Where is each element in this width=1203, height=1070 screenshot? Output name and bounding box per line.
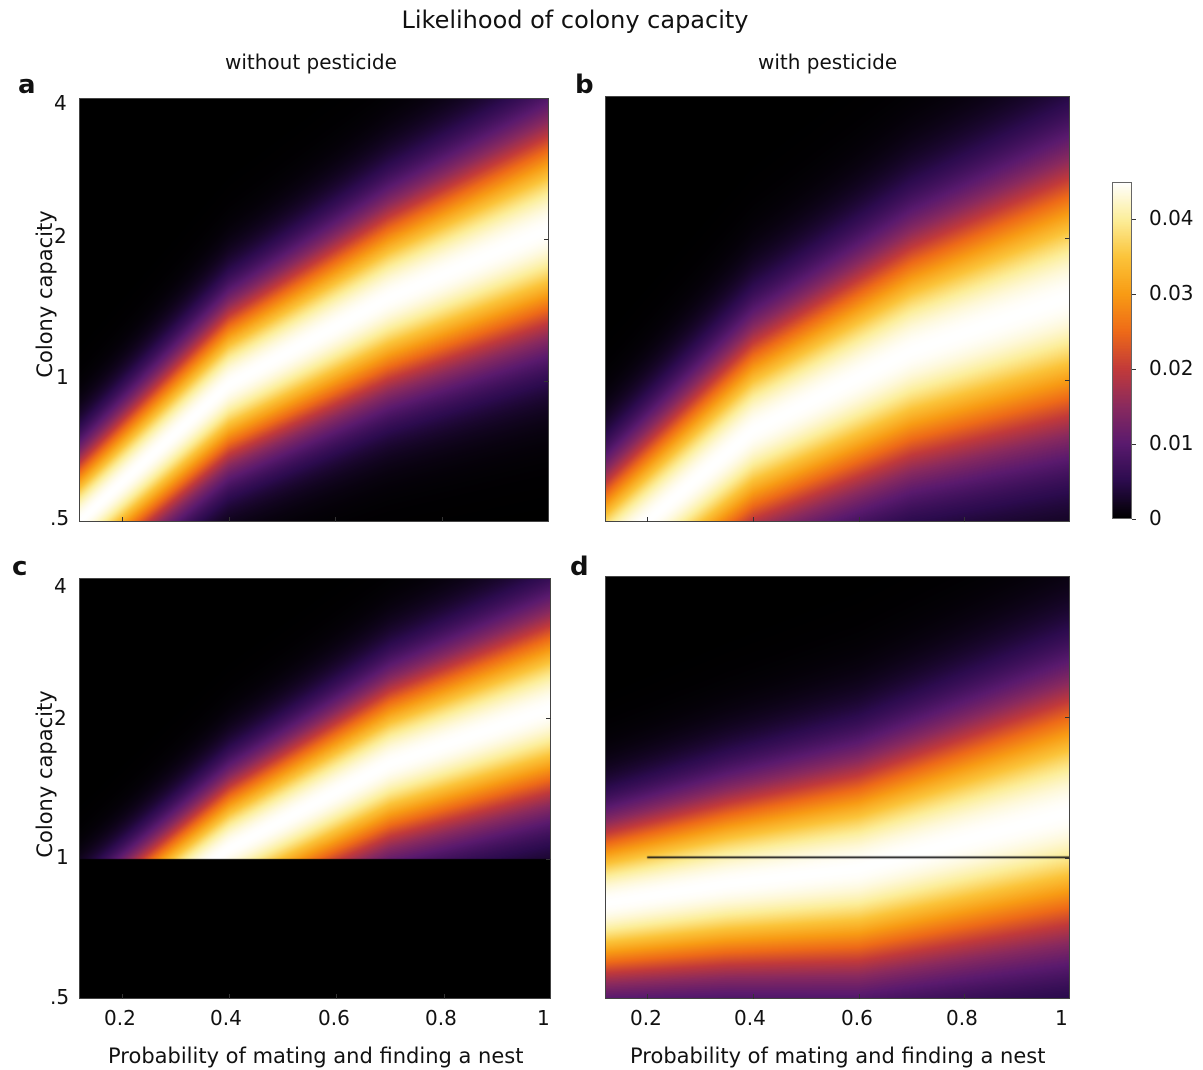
colorbar <box>1112 182 1132 519</box>
panel-a-ytick-2: 2 <box>54 224 67 248</box>
column-title-without-pesticide: without pesticide <box>225 50 397 74</box>
panel-letter-a: a <box>18 70 36 100</box>
colorbar-tick-label: 0 <box>1149 506 1162 530</box>
colorbar-tick-label: 0.04 <box>1149 206 1194 231</box>
y-tick-mark <box>544 239 549 241</box>
panel-c-xtick-0.6: 0.6 <box>318 1006 350 1030</box>
panel-a-ytick-1: 1 <box>56 365 69 389</box>
y-tick-mark <box>1065 238 1070 239</box>
colorbar-tick-label: 0.01 <box>1149 431 1194 456</box>
heatmap-panel-c <box>79 578 551 999</box>
y-tick-mark <box>546 858 551 860</box>
panel-c-ylabel: Colony capacity <box>33 690 57 858</box>
heatmap-a-image <box>79 98 549 522</box>
colorbar-tick-label: 0.03 <box>1149 281 1194 306</box>
y-tick-mark <box>544 380 549 382</box>
panel-c-ytick-2: 2 <box>54 706 67 730</box>
panel-a-ylabel: Colony capacity <box>33 210 57 378</box>
heatmap-d-image <box>605 576 1070 999</box>
x-tick-mark <box>229 994 231 999</box>
colorbar-tick-mark <box>1132 294 1136 296</box>
y-tick-mark <box>1065 380 1070 381</box>
colorbar-tick-mark <box>1132 519 1136 520</box>
panel-c-ytick-4: 4 <box>54 574 67 598</box>
panel-a-ytick-0.5: .5 <box>50 506 70 530</box>
panel-a-ytick-4: 4 <box>54 91 67 115</box>
panel-c-xlabel: Probability of mating and finding a nest <box>108 1044 524 1068</box>
panel-d-xlabel: Probability of mating and finding a nest <box>630 1044 1046 1068</box>
x-tick-mark <box>228 517 230 522</box>
panel-letter-d: d <box>570 552 589 582</box>
heatmap-panel-b <box>605 96 1070 522</box>
x-tick-mark <box>121 994 123 999</box>
colorbar-tick-mark <box>1132 219 1136 221</box>
x-tick-mark <box>964 994 966 999</box>
x-tick-mark <box>647 517 649 522</box>
y-tick-mark <box>1065 858 1070 859</box>
column-title-with-pesticide: with pesticide <box>758 50 898 74</box>
panel-d-xtick-1: 1 <box>1055 1006 1068 1030</box>
x-tick-mark <box>336 994 338 999</box>
x-tick-mark <box>647 994 649 999</box>
colorbar-gradient <box>1112 182 1132 519</box>
panel-d-xtick-0.8: 0.8 <box>946 1006 978 1030</box>
colorbar-tick-mark <box>1132 444 1136 446</box>
panel-letter-b: b <box>575 70 594 100</box>
panel-d-xtick-0.6: 0.6 <box>841 1006 873 1030</box>
heatmap-c-image <box>79 578 551 999</box>
x-tick-mark <box>858 994 860 999</box>
panel-c-xtick-0.2: 0.2 <box>104 1006 136 1030</box>
y-tick-mark <box>546 718 551 720</box>
heatmap-b-image <box>605 96 1070 522</box>
panel-letter-c: c <box>12 552 28 582</box>
y-tick-mark <box>1065 717 1070 718</box>
heatmap-panel-a <box>79 98 549 522</box>
heatmap-panel-d <box>605 576 1070 999</box>
panel-d-xtick-0.2: 0.2 <box>630 1006 662 1030</box>
x-tick-mark <box>964 517 966 522</box>
colorbar-tick-label: 0.02 <box>1149 356 1194 381</box>
colorbar-tick-mark <box>1132 369 1136 371</box>
panel-c-ytick-0.5: .5 <box>50 985 70 1009</box>
panel-c-xtick-1: 1 <box>537 1006 550 1030</box>
x-tick-mark <box>442 517 444 522</box>
x-tick-mark <box>335 517 337 522</box>
panel-d-xtick-0.4: 0.4 <box>734 1006 766 1030</box>
x-tick-mark <box>443 994 445 999</box>
x-tick-mark <box>121 517 123 522</box>
panel-c-xtick-0.8: 0.8 <box>425 1006 457 1030</box>
panel-c-ytick-1: 1 <box>56 845 69 869</box>
figure-title: Likelihood of colony capacity <box>401 6 749 34</box>
x-tick-mark <box>858 517 860 522</box>
x-tick-mark <box>752 994 754 999</box>
panel-c-xtick-0.4: 0.4 <box>210 1006 242 1030</box>
x-tick-mark <box>752 517 754 522</box>
